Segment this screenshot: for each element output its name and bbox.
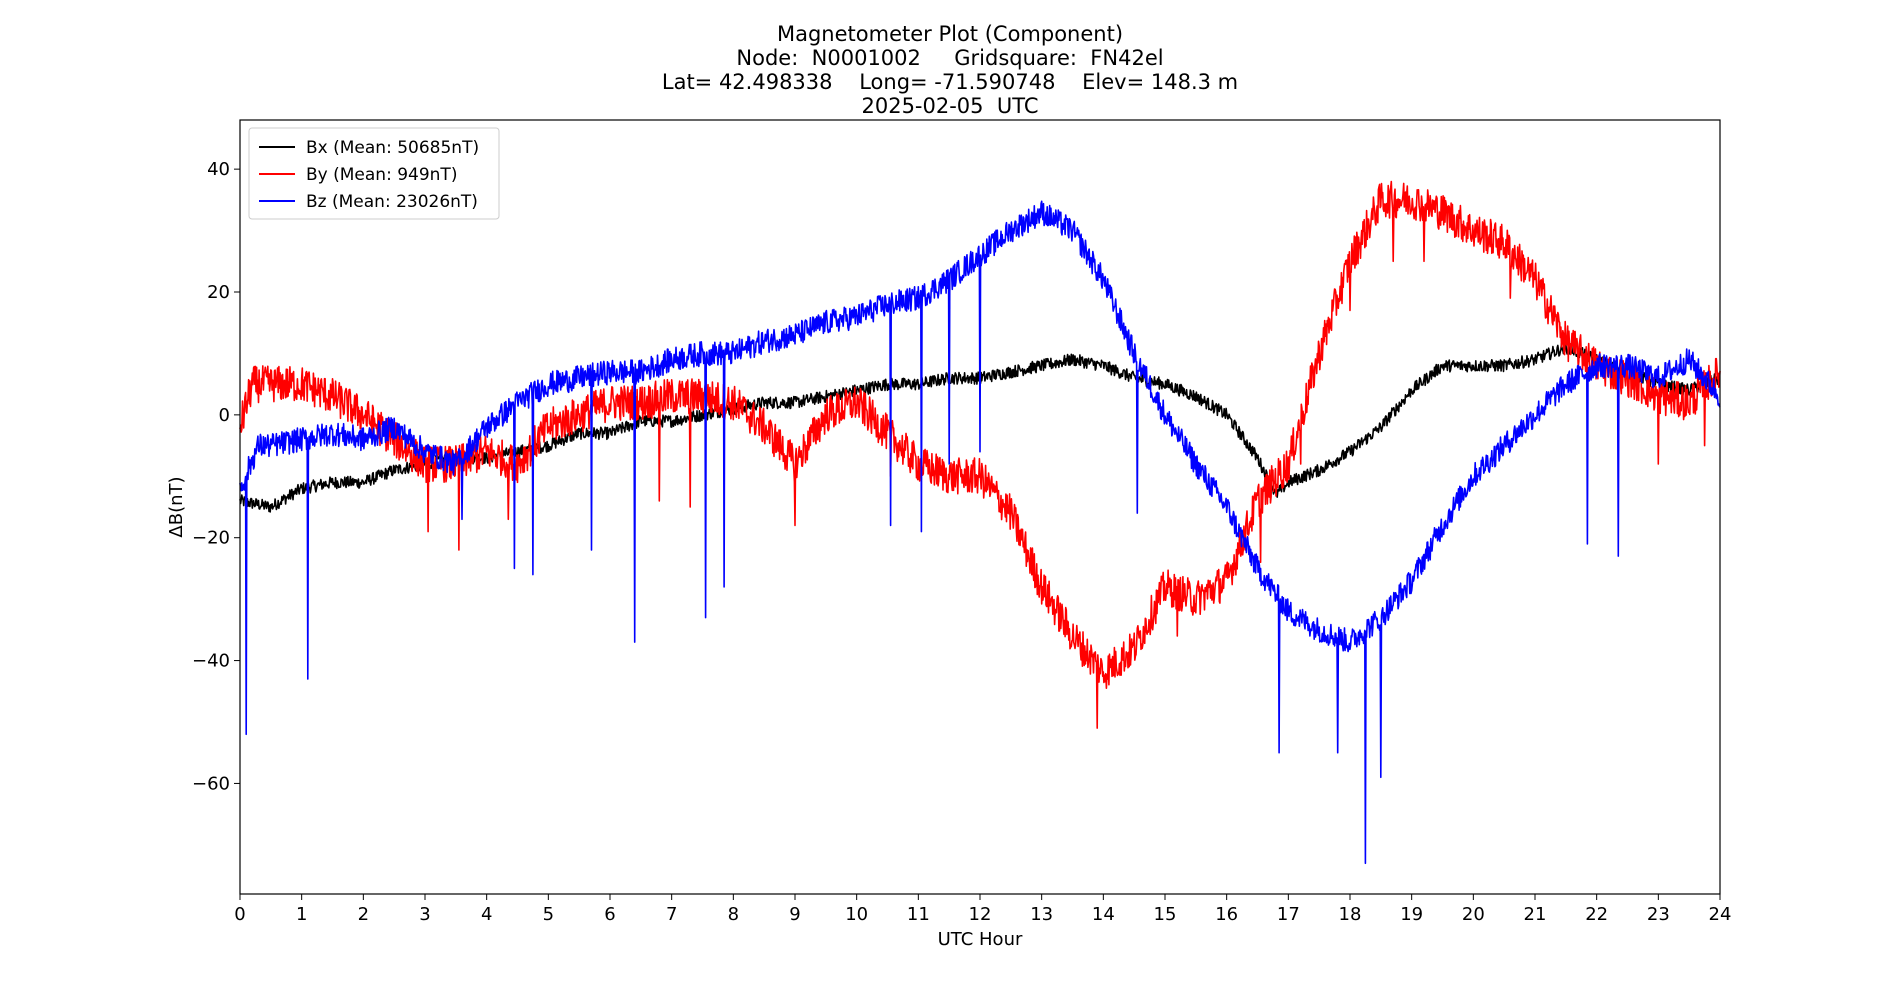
x-tick-label: 1 — [296, 904, 307, 925]
series-line-bz — [239, 200, 1721, 865]
location-line: Lat= 42.498338 Long= -71.590748 Elev= 14… — [661, 70, 1239, 94]
x-tick-label: 19 — [1400, 904, 1423, 925]
legend-box — [248, 127, 500, 220]
series-layer — [239, 180, 1721, 865]
x-tick-label: 3 — [419, 904, 430, 925]
x-tick-label: 24 — [1709, 904, 1732, 925]
y-tick-label: −40 — [192, 651, 230, 672]
legend-entry: Bz (Mean: 23026nT) — [306, 192, 478, 212]
x-tick-label: 18 — [1339, 904, 1362, 925]
x-axis-label: UTC Hour — [938, 929, 1023, 950]
x-tick-label: 17 — [1277, 904, 1300, 925]
x-tick-label: 15 — [1154, 904, 1177, 925]
x-tick-label: 13 — [1030, 904, 1053, 925]
node-gridsquare-line: Node: N0001002 Gridsquare: FN42el — [736, 46, 1164, 70]
y-tick-label: −20 — [192, 528, 230, 549]
x-tick-label: 8 — [728, 904, 739, 925]
x-tick-label: 5 — [543, 904, 554, 925]
chart-title-block: Magnetometer Plot (Component) Node: N000… — [0, 22, 1900, 118]
x-tick-label: 0 — [234, 904, 245, 925]
x-tick-label: 9 — [789, 904, 800, 925]
y-tick-label: 20 — [207, 282, 230, 303]
x-tick-label: 11 — [907, 904, 930, 925]
y-axis-label: ΔB(nT) — [166, 476, 187, 537]
legend: Bx (Mean: 50685nT) By (Mean: 949nT) Bz (Me… — [248, 127, 500, 220]
x-tick-label: 7 — [666, 904, 677, 925]
x-tick-label: 16 — [1215, 904, 1238, 925]
x-tick-label: 23 — [1647, 904, 1670, 925]
x-tick-label: 10 — [845, 904, 868, 925]
x-axis: 0 1 2 3 4 5 6 7 8 9 10 11 12 13 14 15 16 17 18 19 20 21 22 23 24 — [234, 894, 1731, 925]
x-tick-label: 2 — [358, 904, 369, 925]
chart-title: Magnetometer Plot (Component) — [776, 22, 1124, 46]
x-tick-label: 6 — [604, 904, 615, 925]
x-tick-label: 4 — [481, 904, 492, 925]
series-line-by — [239, 180, 1721, 729]
date-line: 2025-02-05 UTC — [861, 94, 1039, 118]
y-tick-label: 40 — [207, 159, 230, 180]
legend-entry: By (Mean: 949nT) — [306, 165, 457, 185]
y-tick-label: 0 — [219, 405, 230, 426]
x-tick-label: 21 — [1524, 904, 1547, 925]
legend-entry: Bx (Mean: 50685nT) — [306, 138, 479, 158]
x-tick-label: 14 — [1092, 904, 1115, 925]
x-tick-label: 22 — [1585, 904, 1608, 925]
x-tick-label: 20 — [1462, 904, 1485, 925]
x-tick-label: 12 — [969, 904, 992, 925]
y-axis: 40 20 0 −20 −40 −60 — [192, 159, 240, 794]
y-tick-label: −60 — [192, 773, 230, 794]
